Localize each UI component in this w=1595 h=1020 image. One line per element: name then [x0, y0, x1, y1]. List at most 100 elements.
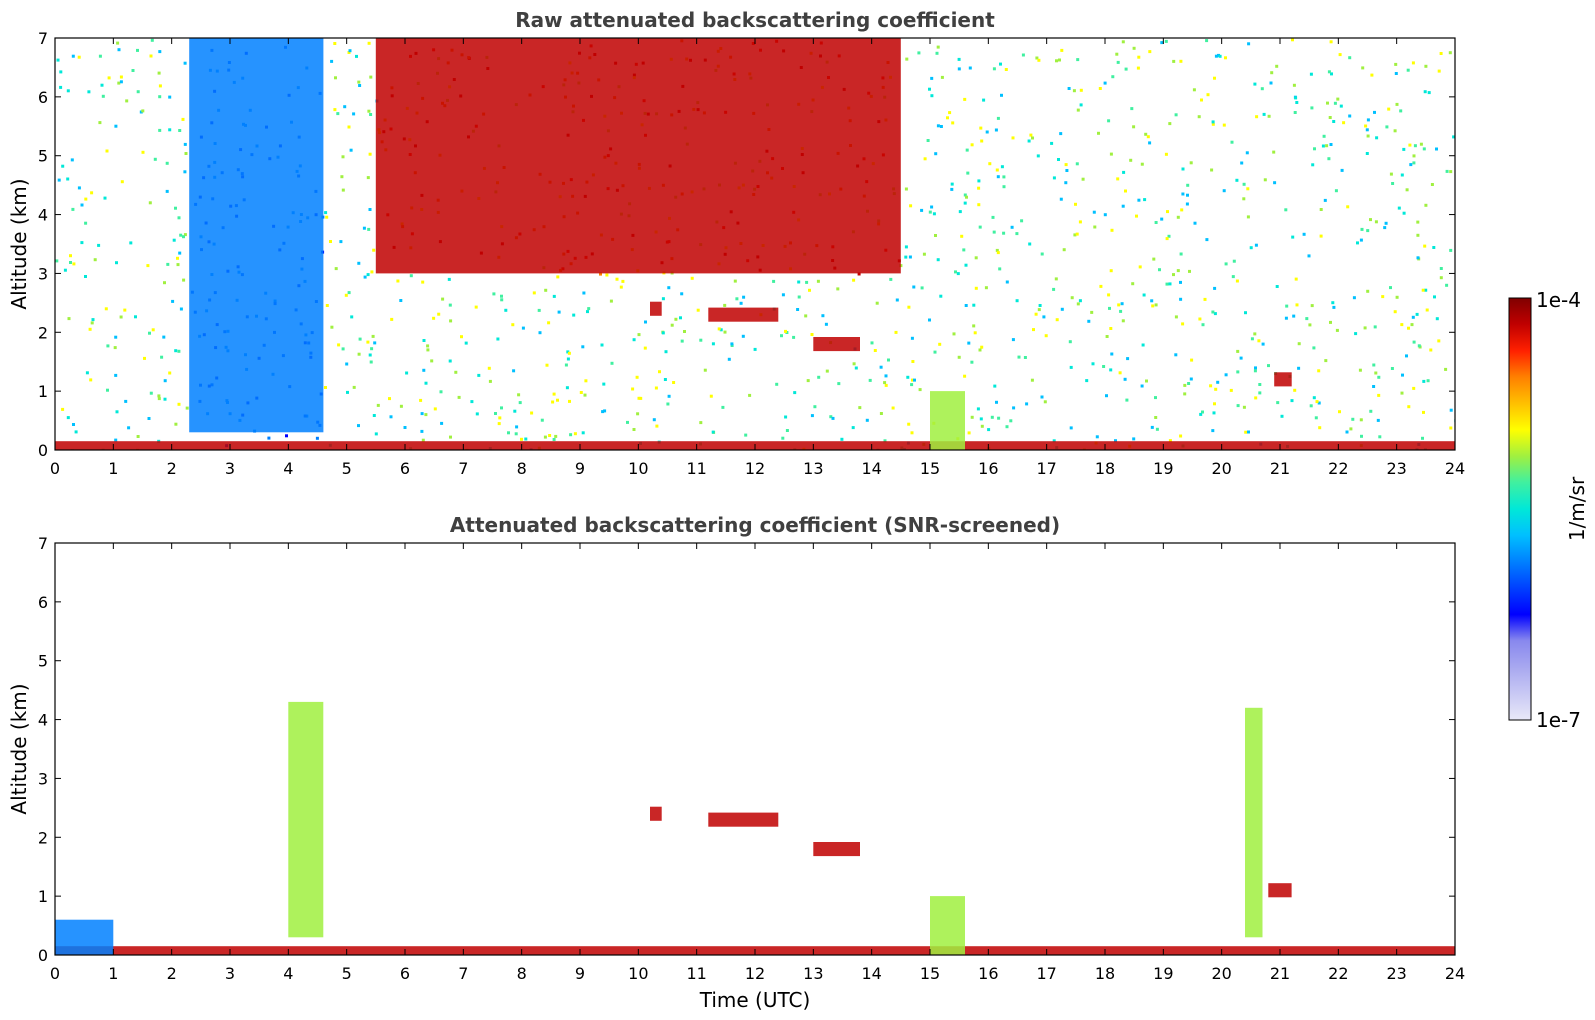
heatmap-cell: [719, 328, 723, 332]
y-tick-label: 5: [38, 652, 48, 671]
heatmap-cell: [992, 67, 996, 71]
heatmap-cell: [1369, 218, 1372, 222]
heatmap-cell: [420, 412, 424, 416]
heatmap-cell: [858, 406, 862, 410]
heatmap-cell: [71, 54, 75, 58]
heatmap-cell: [514, 432, 518, 436]
y-tick-label: 6: [38, 593, 48, 612]
heatmap-cell: [57, 178, 61, 182]
heatmap-cell: [1002, 175, 1006, 179]
heatmap-cell: [1423, 90, 1427, 94]
heatmap-cell: [500, 406, 503, 410]
heatmap-cell: [1020, 219, 1024, 223]
heatmap-cell: [1369, 409, 1373, 413]
heatmap-cell: [1118, 371, 1122, 375]
heatmap-cell: [1121, 204, 1125, 208]
heatmap-cell: [873, 349, 877, 352]
heatmap-cell: [1192, 88, 1196, 92]
heatmap-cell: [1290, 399, 1294, 403]
heatmap-cell: [1121, 40, 1125, 44]
heatmap-cell: [857, 272, 861, 276]
heatmap-cell: [117, 81, 121, 85]
heatmap-cell: [1179, 59, 1183, 63]
heatmap-cell: [1085, 379, 1089, 383]
heatmap-feature-aerosol-plume: [1245, 707, 1263, 938]
heatmap-cell: [500, 298, 504, 302]
heatmap-cell: [1348, 114, 1352, 118]
heatmap-cell: [1164, 152, 1168, 156]
heatmap-cell: [131, 69, 135, 72]
heatmap-cell: [426, 344, 430, 348]
heatmap-cell: [61, 407, 65, 411]
heatmap-cell: [454, 370, 458, 374]
heatmap-cell: [1336, 97, 1340, 101]
heatmap-cell: [887, 358, 890, 362]
heatmap-cell: [146, 264, 150, 268]
heatmap-cell: [936, 124, 940, 128]
heatmap-cell: [63, 268, 67, 272]
heatmap-cell: [430, 359, 434, 363]
heatmap-cell: [324, 386, 327, 389]
heatmap-cell: [285, 434, 288, 438]
heatmap-cell: [566, 350, 570, 354]
heatmap-cell: [982, 98, 986, 102]
heatmap-cell: [1374, 371, 1378, 375]
heatmap-cell: [56, 58, 60, 62]
heatmap-cell: [1275, 64, 1279, 68]
heatmap-feature-cloud: [650, 806, 662, 821]
heatmap-cell: [1295, 303, 1299, 307]
heatmap-cell: [103, 196, 107, 200]
heatmap-cell: [1408, 143, 1412, 147]
heatmap-cell: [1176, 215, 1180, 219]
heatmap-cell: [107, 76, 111, 80]
heatmap-cell: [1449, 426, 1453, 430]
heatmap-cell: [556, 275, 560, 279]
heatmap-cell: [87, 90, 91, 94]
heatmap-cell: [1060, 307, 1064, 311]
heatmap-cell: [357, 424, 360, 428]
heatmap-cell: [330, 325, 334, 329]
heatmap-cell: [1167, 234, 1171, 238]
heatmap-cell: [147, 417, 151, 420]
heatmap-cell: [1294, 277, 1298, 281]
heatmap-cell: [1439, 276, 1443, 280]
heatmap-cell: [165, 161, 169, 165]
heatmap-cell: [587, 307, 591, 311]
heatmap-cell: [1372, 385, 1376, 388]
heatmap-cell: [267, 436, 271, 440]
y-tick-label: 7: [38, 534, 48, 553]
heatmap-cell: [1254, 396, 1258, 400]
heatmap-cell: [117, 48, 121, 52]
heatmap-cell: [994, 128, 998, 132]
heatmap-cell: [1400, 391, 1404, 395]
heatmap-cell: [1267, 114, 1271, 118]
heatmap-cell: [1293, 111, 1297, 114]
heatmap-cell: [1439, 267, 1443, 270]
heatmap-cell: [1317, 369, 1321, 373]
heatmap-cell: [663, 378, 667, 381]
heatmap-cell: [345, 362, 349, 366]
heatmap-cell: [1305, 317, 1309, 321]
heatmap-cell: [171, 299, 175, 303]
x-tick-label: 20: [1211, 459, 1231, 478]
heatmap-cell: [368, 353, 372, 357]
heatmap-cell: [1374, 220, 1378, 224]
heatmap-cell: [1111, 75, 1115, 79]
heatmap-cells: [55, 38, 1455, 450]
heatmap-cell: [521, 326, 525, 330]
heatmap-cell: [1366, 118, 1370, 122]
heatmap-cell: [369, 360, 373, 364]
heatmap-cell: [1377, 375, 1381, 379]
heatmap-cell: [1292, 83, 1296, 87]
heatmap-cell: [69, 254, 72, 258]
heatmap-cell: [98, 54, 102, 58]
heatmap-cell: [825, 369, 829, 373]
heatmap-cell: [176, 263, 180, 267]
heatmap-cell: [334, 76, 337, 80]
heatmap-cell: [1030, 378, 1034, 382]
heatmap-cell: [911, 378, 914, 382]
heatmap-cell: [1190, 358, 1194, 362]
heatmap-cell: [67, 317, 71, 321]
heatmap-cell: [143, 356, 146, 360]
heatmap-cell: [494, 412, 497, 415]
